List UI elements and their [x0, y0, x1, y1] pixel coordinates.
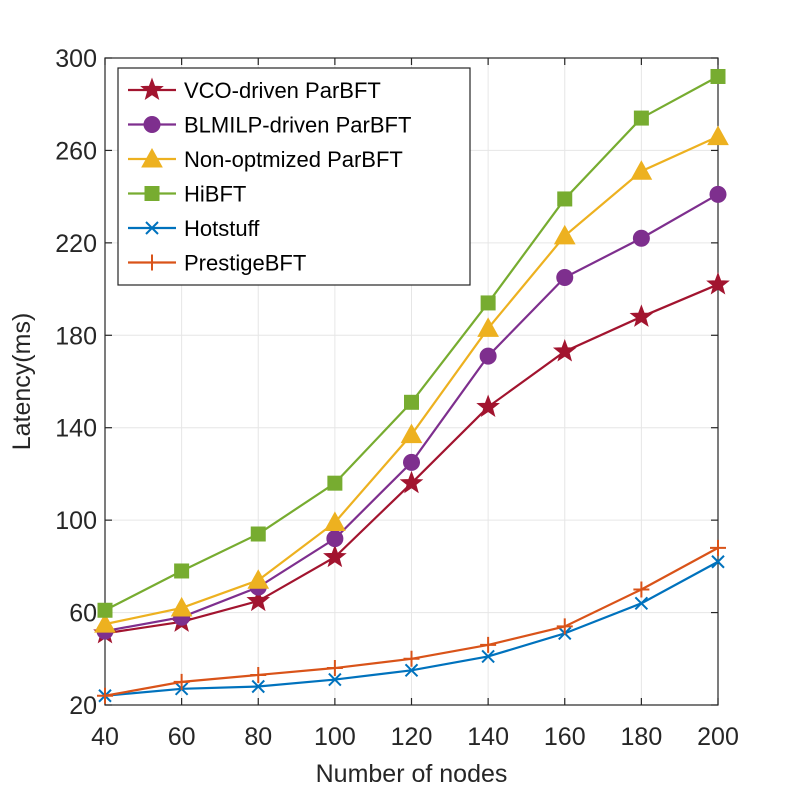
x-tick-label: 40	[91, 723, 119, 751]
legend-item: Hotstuff	[128, 216, 260, 241]
data-point	[634, 596, 649, 611]
x-tick-label: 160	[544, 723, 586, 751]
x-tick-label: 120	[391, 723, 433, 751]
y-tick-label: 220	[55, 230, 97, 258]
data-point	[632, 229, 650, 247]
y-tick-label: 180	[55, 322, 97, 350]
legend: VCO-driven ParBFT BLMILP-driven ParBFT Non…	[117, 67, 471, 286]
y-axis-label: Latency(ms)	[8, 313, 36, 451]
legend-label: Non-optmized ParBFT	[184, 147, 403, 172]
data-point	[323, 544, 347, 568]
data-point	[476, 394, 500, 417]
x-axis-label: Number of nodes	[316, 760, 508, 788]
legend-label: HiBFT	[184, 182, 246, 207]
legend-item: PrestigeBFT	[128, 251, 306, 276]
data-point	[97, 687, 113, 704]
x-tick-label: 60	[168, 723, 196, 751]
y-tick-label: 100	[55, 507, 97, 535]
x-tick-label: 80	[244, 723, 272, 751]
data-point	[479, 347, 497, 365]
data-point	[173, 673, 190, 690]
data-point	[477, 317, 499, 337]
data-point	[711, 555, 725, 569]
data-point	[707, 125, 729, 146]
legend-item: BLMILP-driven ParBFT	[128, 113, 411, 138]
series-1	[96, 185, 727, 640]
data-point	[630, 160, 653, 180]
data-point	[400, 423, 423, 444]
data-point	[629, 304, 654, 327]
legend-item: HiBFT	[128, 182, 246, 207]
x-tick-label: 100	[314, 723, 356, 751]
data-point	[709, 185, 727, 203]
legend-marker	[141, 147, 163, 168]
data-point	[250, 666, 267, 683]
data-point	[404, 663, 419, 678]
x-tick-label: 180	[621, 723, 663, 751]
legend-box	[117, 67, 471, 286]
data-point	[480, 636, 497, 653]
data-point	[247, 569, 270, 589]
data-point	[553, 224, 576, 245]
series-5	[97, 539, 726, 704]
data-point	[710, 539, 726, 556]
legend-label: BLMILP-driven ParBFT	[184, 113, 411, 138]
data-point	[403, 650, 420, 667]
data-point	[328, 672, 342, 687]
legend-label: VCO-driven ParBFT	[184, 78, 381, 103]
data-point	[480, 295, 496, 311]
data-point	[556, 618, 573, 635]
legend-marker	[145, 221, 159, 235]
data-point	[170, 596, 193, 617]
data-point	[552, 339, 577, 362]
axis-ticks: 20 60 100 140 180 220 260 300 40 60 80 100 120 140 160…	[55, 45, 739, 751]
data-point	[633, 110, 649, 126]
data-point	[633, 581, 650, 598]
data-point	[556, 269, 574, 287]
legend-marker	[144, 254, 160, 271]
legend-item: VCO-driven ParBFT	[128, 77, 381, 103]
series-layer	[93, 68, 730, 704]
data-point	[399, 470, 424, 494]
y-tick-label: 60	[69, 600, 97, 628]
legend-marker	[143, 116, 161, 133]
legend-marker	[144, 186, 160, 201]
legend-label: PrestigeBFT	[184, 251, 306, 276]
data-point	[97, 602, 113, 618]
data-point	[250, 526, 266, 542]
data-point	[326, 660, 343, 677]
data-point	[710, 68, 726, 84]
series-3	[97, 68, 726, 618]
legend-label: Hotstuff	[184, 216, 260, 241]
data-point	[557, 191, 573, 207]
legend-marker	[140, 77, 164, 101]
data-point	[706, 272, 730, 295]
data-point	[404, 394, 419, 410]
data-point	[481, 649, 495, 664]
y-tick-label: 20	[69, 692, 97, 720]
x-tick-label: 200	[697, 723, 739, 751]
x-tick-label: 140	[467, 723, 509, 751]
data-point	[251, 679, 265, 694]
data-point	[327, 475, 343, 491]
y-tick-label: 260	[55, 137, 97, 165]
data-point	[326, 530, 344, 548]
data-point	[174, 563, 190, 579]
data-point	[94, 613, 116, 633]
series-2	[94, 125, 729, 633]
data-point	[403, 453, 420, 471]
y-tick-label: 300	[55, 45, 97, 73]
legend-item: Non-optmized ParBFT	[128, 147, 403, 172]
y-tick-label: 140	[55, 415, 97, 443]
data-point	[246, 588, 271, 612]
data-point	[324, 511, 346, 531]
